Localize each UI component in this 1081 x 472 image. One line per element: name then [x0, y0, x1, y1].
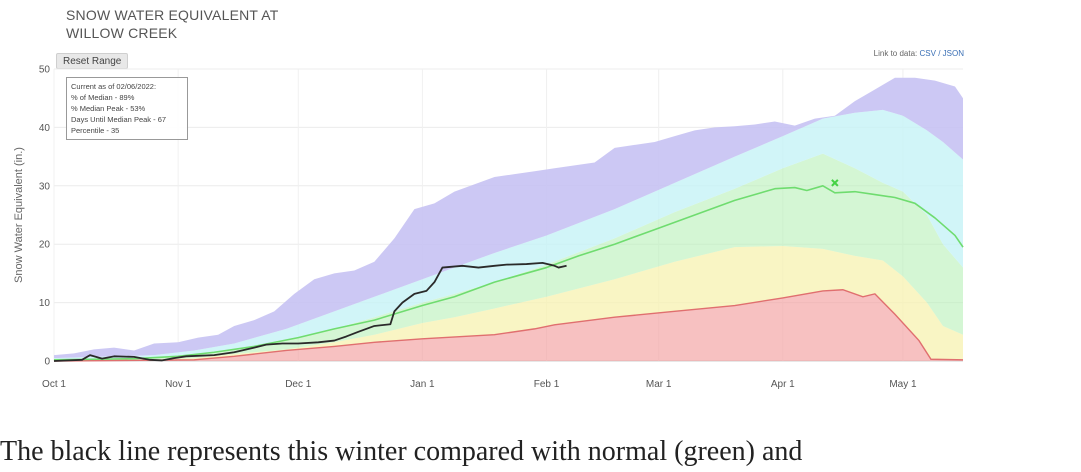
marker-stroke [831, 179, 839, 187]
article-caption: The black line represents this winter co… [0, 436, 803, 467]
y-tick-label: 0 [44, 357, 50, 368]
x-tick-label: Jan 1 [410, 379, 435, 390]
median-line [53, 185, 964, 361]
data-link-label: Link to data: [873, 49, 918, 58]
y-tick-label: 50 [39, 65, 51, 76]
current-year-line [53, 261, 567, 362]
min-line [53, 289, 964, 362]
percentile-band-1 [54, 289, 963, 361]
chart-markers [831, 179, 839, 187]
current-stats-box: Current as of 02/06/2022: % of Median - … [66, 77, 188, 140]
csv-link[interactable]: CSV [919, 49, 936, 58]
swe-chart[interactable]: 0 10 20 30 40 50 Oct 1 Nov 1 Dec 1 Jan 1 Feb 1 Mar … [0, 0, 1081, 410]
stats-days-until-peak: Days Until Median Peak - 67 [71, 115, 167, 124]
stats-percent-median-peak: % Median Peak - 53% [71, 104, 146, 113]
y-tick-label: 10 [39, 298, 51, 309]
y-axis-label: Snow Water Equivalent (in.) [13, 147, 25, 283]
x-tick-label: Dec 1 [285, 379, 312, 390]
stats-percent-median: % of Median - 89% [71, 93, 135, 102]
chart-title-line1: SNOW WATER EQUIVALENT AT [66, 7, 279, 23]
stats-percentile: Percentile - 35 [71, 126, 120, 135]
link-separator: / [938, 49, 941, 58]
x-tick-label: Apr 1 [771, 379, 795, 390]
json-link[interactable]: JSON [942, 49, 964, 58]
data-link: Link to data: CSV / JSON [874, 49, 964, 58]
stats-current-date: Current as of 02/06/2022: [71, 82, 157, 91]
series-lines [53, 185, 964, 362]
median-peak-marker [831, 179, 839, 187]
percentile-band-3 [54, 153, 963, 361]
percentile-band-2 [54, 245, 963, 361]
x-tick-label: May 1 [889, 379, 917, 390]
chart-title-line2: WILLOW CREEK [66, 25, 178, 41]
percentile-bands [53, 77, 964, 362]
x-tick-label: Nov 1 [165, 379, 192, 390]
percentile-band-5 [54, 77, 963, 359]
chart-title: SNOW WATER EQUIVALENT AT WILLOW CREEK [66, 6, 279, 42]
y-tick-label: 30 [39, 181, 51, 192]
y-tick-label: 20 [39, 240, 51, 251]
x-tick-label: Oct 1 [42, 379, 66, 390]
percentile-band-4 [54, 109, 963, 360]
y-tick-label: 40 [39, 123, 51, 134]
x-tick-label: Feb 1 [534, 379, 560, 390]
x-tick-label: Mar 1 [646, 379, 672, 390]
chart-axes: 0 10 20 30 40 50 Oct 1 Nov 1 Dec 1 Jan 1 Feb 1 Mar … [13, 65, 917, 391]
